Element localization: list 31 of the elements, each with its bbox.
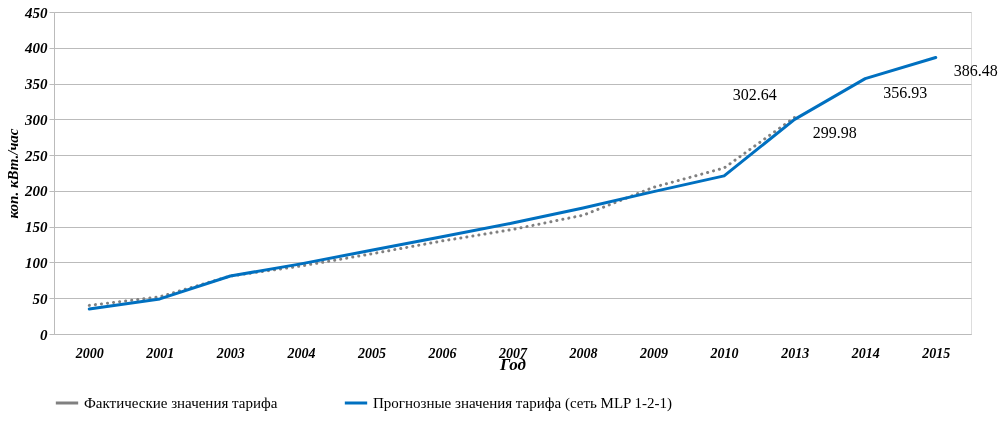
y-tick-label: 450	[24, 4, 48, 21]
x-tick-label: 2001	[145, 345, 175, 361]
legend-label: Фактические значения тарифа	[84, 395, 278, 411]
y-tick-label: 200	[24, 183, 48, 200]
x-tick-label: 2013	[780, 345, 810, 361]
x-tick-label: 2004	[286, 345, 316, 361]
y-tick-label: 50	[32, 290, 48, 307]
data-label: 356.93	[883, 83, 928, 101]
x-tick-label: 2006	[427, 345, 457, 361]
data-label: 299.98	[812, 124, 857, 142]
y-tick-label: 350	[24, 76, 48, 93]
line-series	[87, 115, 797, 307]
data-label: 302.64	[732, 86, 777, 104]
y-tick-label: 0	[40, 326, 48, 343]
x-tick-label: 2000	[74, 345, 104, 361]
x-tick-label: 2008	[568, 345, 598, 361]
legend-label: Прогнозные значения тарифа (сеть MLP 1-2-1)	[373, 395, 673, 412]
y-tick-label: 100	[25, 254, 48, 271]
x-tick-label: 2009	[639, 345, 669, 361]
x-tick-label: 2003	[215, 345, 245, 361]
y-tick-label: 150	[25, 219, 48, 236]
y-tick-label: 300	[24, 111, 48, 128]
x-tick-label: 2005	[356, 345, 386, 361]
data-label: 386.48	[953, 62, 998, 80]
x-tick-label: 2014	[850, 345, 880, 361]
line-series	[87, 55, 938, 311]
y-tick-label: 400	[24, 40, 48, 57]
x-tick-label: 2010	[709, 345, 739, 361]
y-axis-title: коп. кВт./час	[5, 128, 21, 219]
y-tick-label: 250	[24, 147, 48, 164]
x-tick-label: 2015	[921, 345, 951, 361]
